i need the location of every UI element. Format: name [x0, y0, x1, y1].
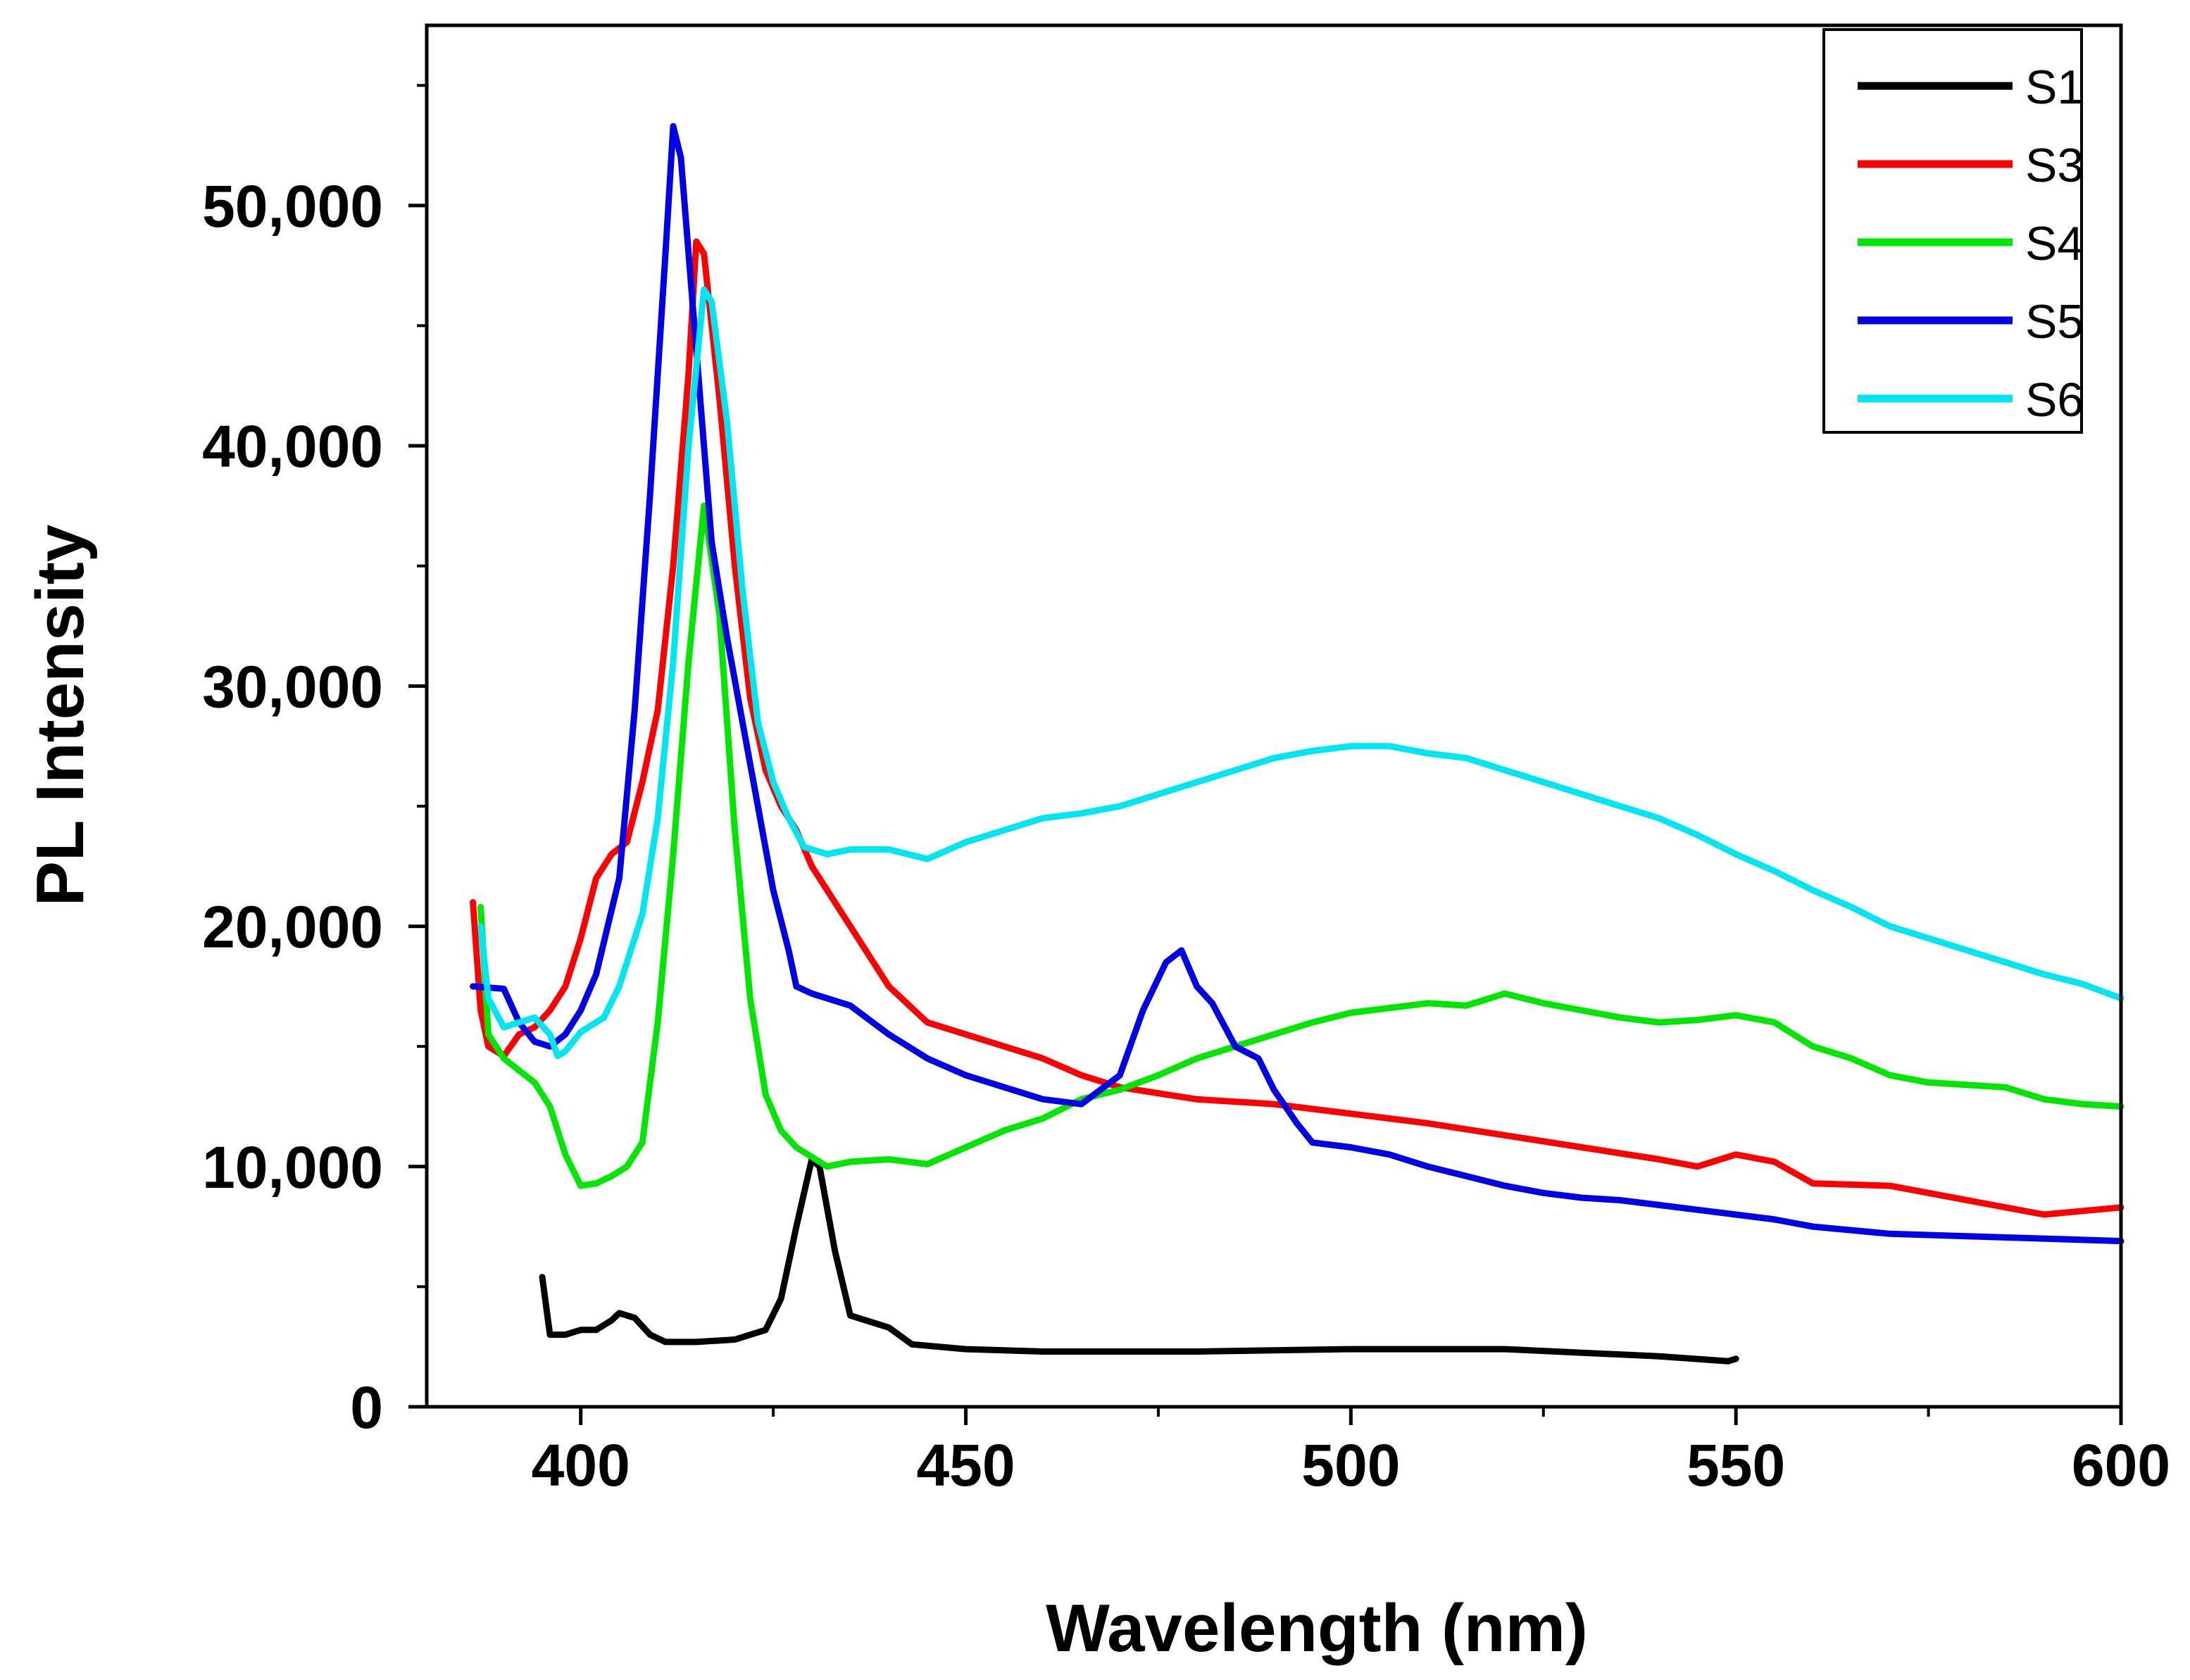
series-layer	[470, 123, 2125, 1365]
legend-label-s6: S6	[2025, 373, 2084, 427]
x-tick-label: 550	[1687, 1432, 1785, 1498]
x-tick-label: 600	[2072, 1432, 2170, 1498]
x-tick-label: 500	[1301, 1432, 1400, 1498]
legend-label-s1: S1	[2025, 61, 2084, 114]
y-tick-label: 30,000	[202, 653, 383, 720]
legend: S1 S3 S4 S5 S6	[1822, 28, 2084, 434]
series-line-s5	[470, 123, 2125, 1245]
series-line-s1	[539, 1156, 1739, 1365]
y-tick-label: 50,000	[202, 173, 383, 239]
legend-label-s4: S4	[2025, 217, 2084, 270]
y-tick-label: 10,000	[202, 1134, 383, 1201]
series-line-s4	[477, 502, 2125, 1189]
legend-label-s3: S3	[2025, 139, 2084, 192]
y-tick-label: 0	[350, 1374, 383, 1441]
y-tick-label: 20,000	[202, 894, 383, 960]
x-tick-label: 400	[532, 1432, 630, 1498]
legend-box	[1822, 28, 2083, 434]
legend-label-s5: S5	[2025, 295, 2084, 349]
x-axis-title: Wavelength (nm)	[1046, 1591, 1588, 1666]
y-tick-label: 40,000	[202, 413, 383, 479]
x-tick-label: 450	[916, 1432, 1015, 1498]
axis-layer: 400 450 500 550 600 0 10,000 20,000 30,000 40,000…	[202, 84, 2170, 1498]
series-line-s6	[477, 286, 2125, 1060]
plot-frame	[425, 23, 2123, 1409]
y-axis-title: PL Intensity	[23, 525, 98, 906]
